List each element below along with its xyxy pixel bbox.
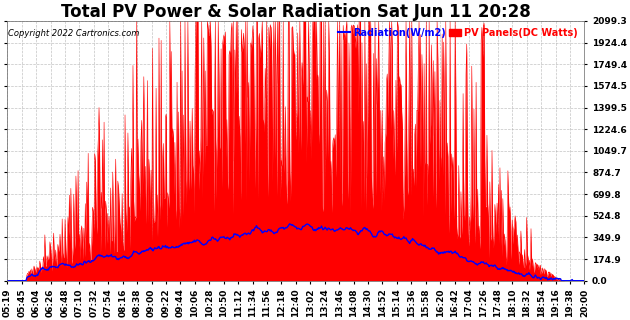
Title: Total PV Power & Solar Radiation Sat Jun 11 20:28: Total PV Power & Solar Radiation Sat Jun… bbox=[61, 3, 530, 21]
Text: Copyright 2022 Cartronics.com: Copyright 2022 Cartronics.com bbox=[8, 29, 139, 38]
Legend: Radiation(W/m2), PV Panels(DC Watts): Radiation(W/m2), PV Panels(DC Watts) bbox=[336, 26, 580, 40]
